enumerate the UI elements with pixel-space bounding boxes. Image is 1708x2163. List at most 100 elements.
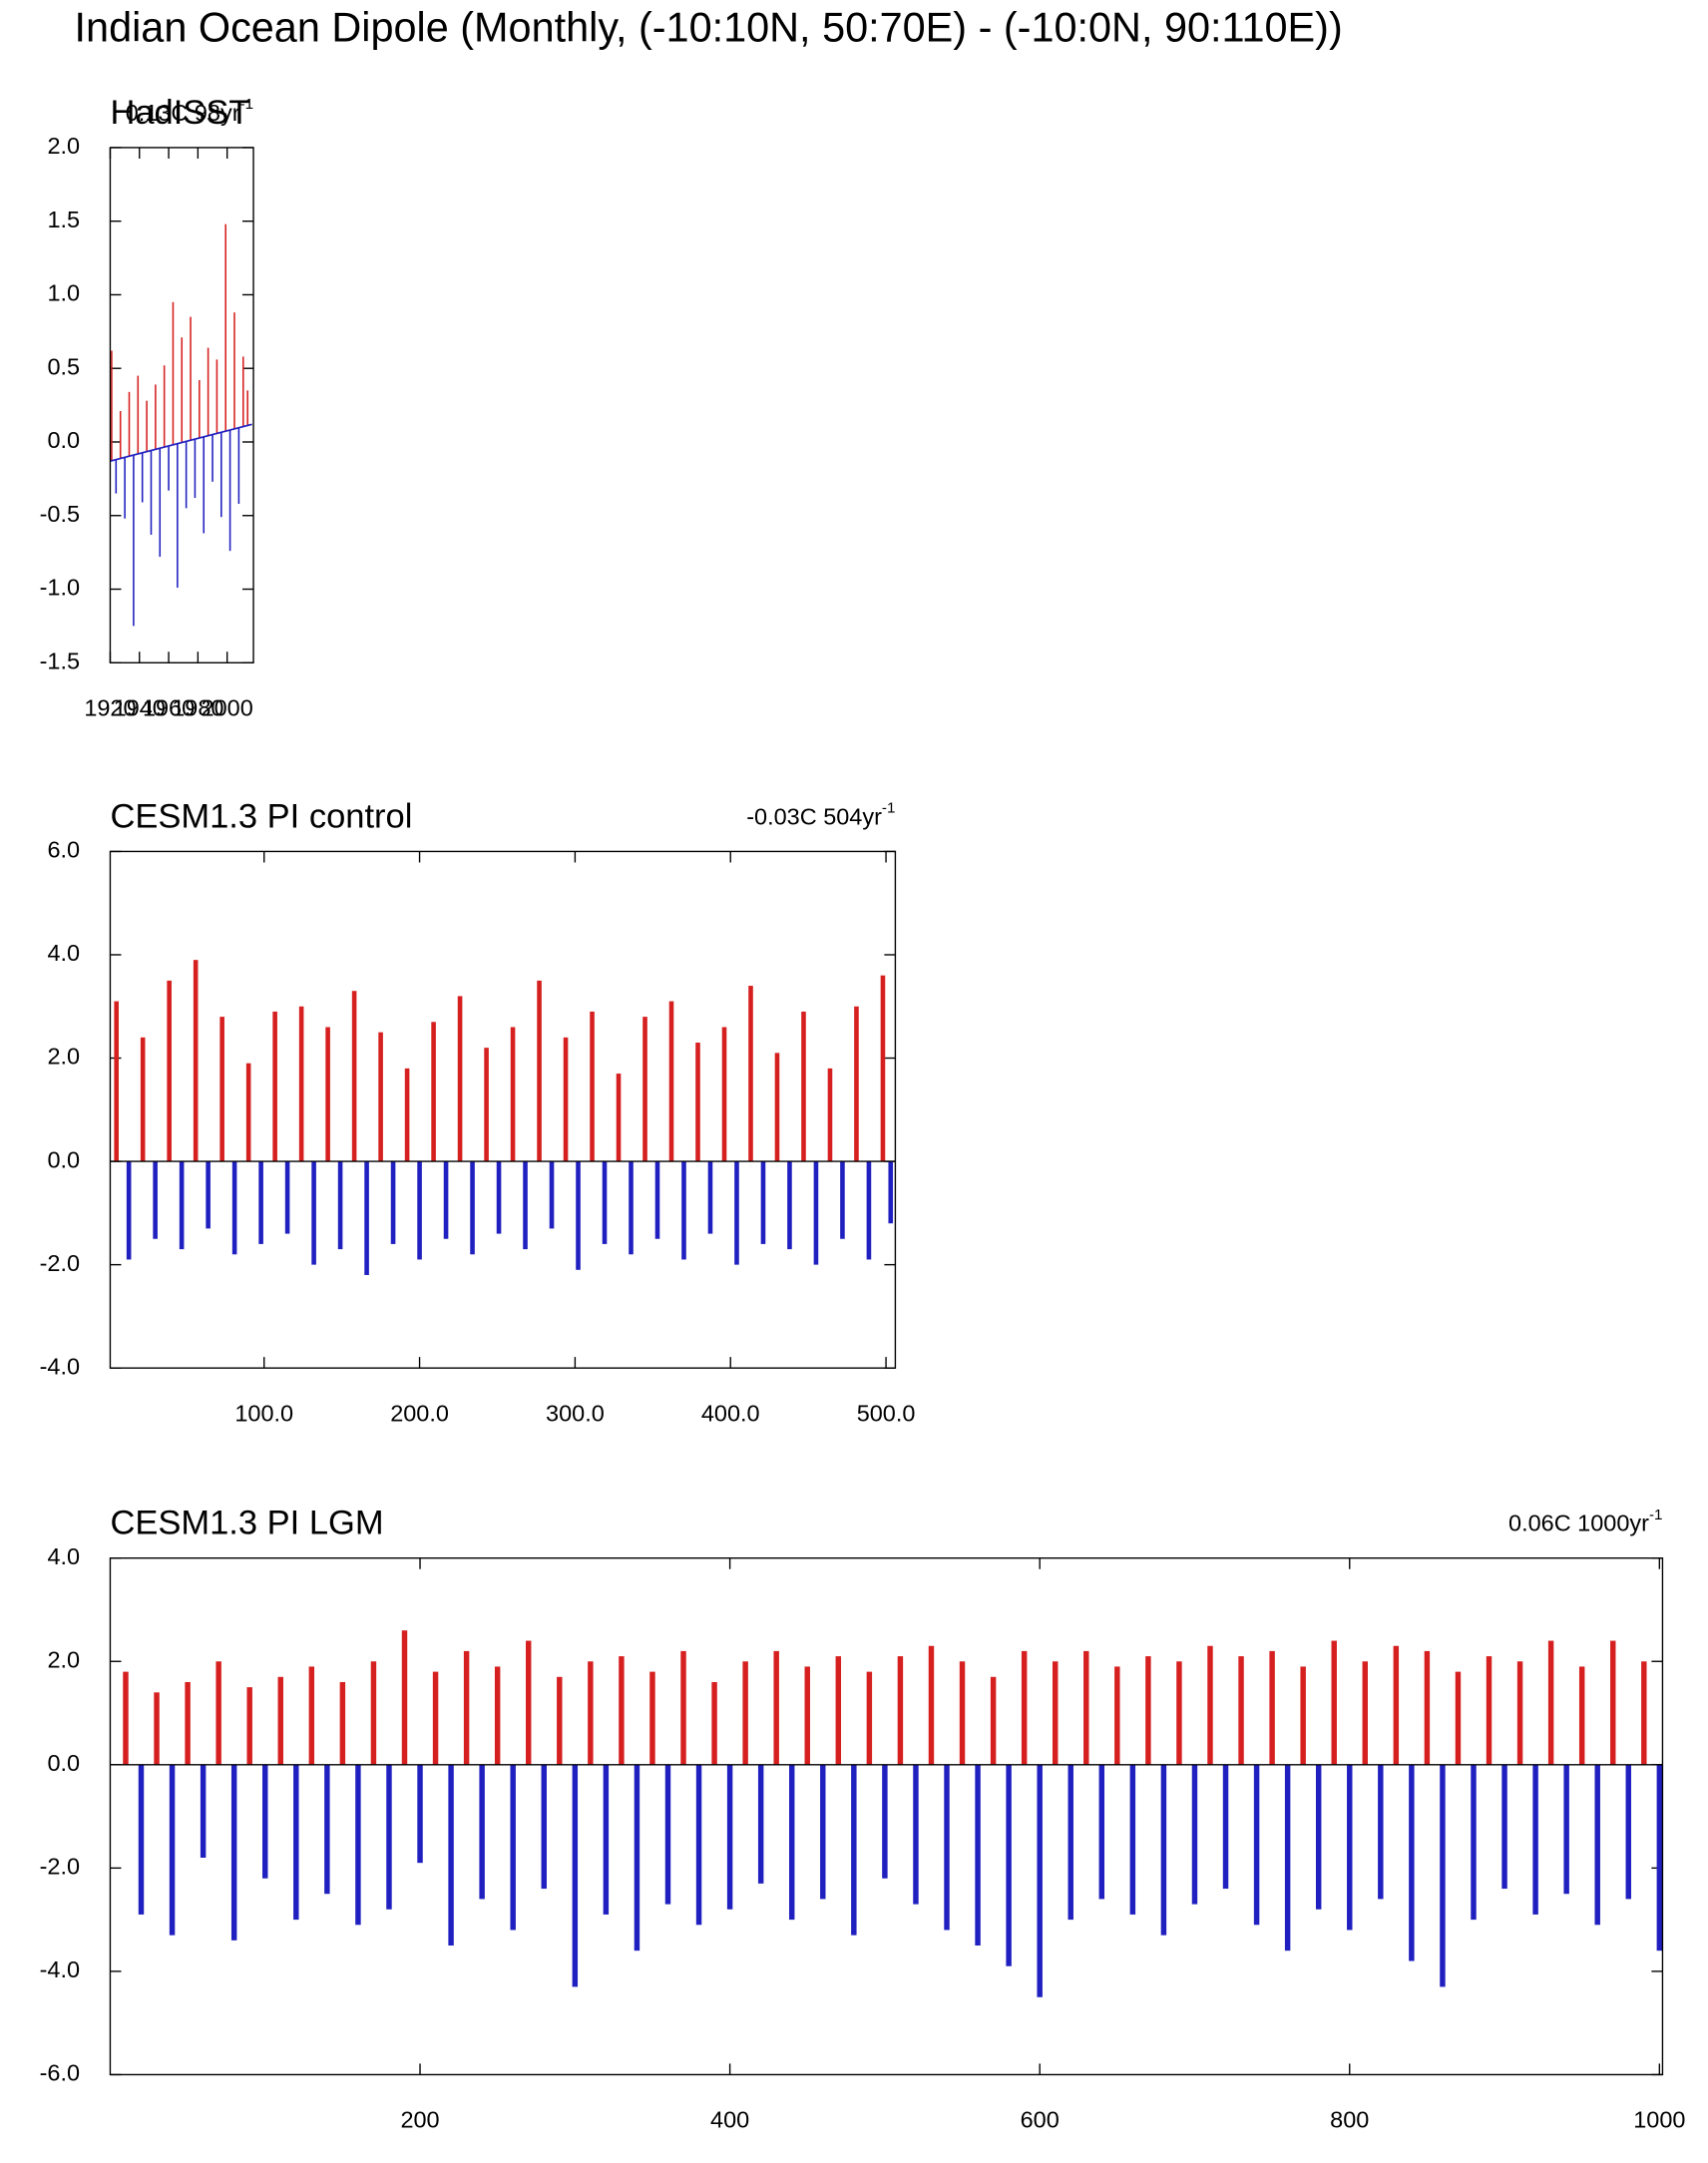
bar: [443, 1161, 449, 1239]
bar: [774, 1053, 780, 1162]
y-tick-label: -0.5: [40, 501, 80, 527]
bar: [212, 434, 214, 482]
bar: [1114, 1666, 1120, 1765]
bar: [150, 450, 153, 535]
x-tick-label: 100.0: [234, 1400, 293, 1426]
x-tick-label: 400: [710, 2107, 749, 2133]
y-tick-label: 1.0: [47, 280, 80, 306]
bar: [154, 1692, 160, 1765]
x-tick-label: 1940: [114, 694, 166, 720]
bar: [228, 429, 231, 552]
x-tick-label: 200: [400, 2107, 439, 2133]
bar: [325, 1027, 330, 1162]
bar: [619, 1656, 625, 1765]
bar: [185, 441, 188, 509]
bar: [1501, 1764, 1507, 1890]
bar: [880, 975, 886, 1162]
bar: [114, 1001, 119, 1162]
bar: [1331, 1640, 1337, 1765]
bar: [146, 400, 148, 452]
bar: [510, 1764, 516, 1931]
bar: [734, 1161, 739, 1265]
bar: [711, 1681, 717, 1765]
trend-line: [110, 423, 252, 462]
x-tick-label: 400.0: [701, 1400, 760, 1426]
y-tick-label: 0.5: [47, 353, 80, 379]
bar: [324, 1764, 330, 1895]
bar: [897, 1656, 904, 1765]
bar: [1068, 1764, 1073, 1921]
bar: [1083, 1650, 1089, 1765]
bar: [215, 359, 218, 434]
bar: [159, 448, 162, 558]
y-tick-label: 0.0: [47, 1146, 80, 1172]
bar: [913, 1764, 919, 1905]
bar: [177, 443, 179, 589]
bar: [138, 1764, 145, 1915]
bar: [773, 1650, 779, 1765]
bar: [190, 316, 192, 441]
y-tick-label: 2.0: [47, 1044, 80, 1070]
bar: [788, 1764, 795, 1921]
y-tick-label: 6.0: [47, 837, 80, 863]
plot-frame: [109, 850, 897, 1369]
bar: [193, 960, 199, 1162]
bar: [140, 1037, 146, 1162]
bar: [537, 980, 542, 1162]
bar: [272, 1011, 277, 1162]
bar: [1207, 1645, 1213, 1765]
bar: [179, 1161, 185, 1250]
y-tick-label: -6.0: [40, 2060, 80, 2086]
bar: [241, 356, 244, 427]
y-tick-label: -4.0: [40, 1956, 80, 1982]
bar: [1455, 1671, 1462, 1765]
bar: [431, 1022, 436, 1162]
bar: [448, 1764, 454, 1947]
bar: [1362, 1661, 1369, 1765]
bar: [337, 1161, 343, 1250]
bar: [801, 1011, 806, 1162]
bar: [457, 996, 463, 1162]
bar: [199, 380, 201, 438]
bar: [629, 1161, 634, 1255]
bar: [133, 455, 135, 627]
bar: [463, 1650, 470, 1765]
bar: [827, 1068, 833, 1162]
bar: [1037, 1764, 1043, 1997]
bar: [1532, 1764, 1538, 1915]
y-tick-label: -1.0: [40, 575, 80, 601]
bar: [654, 1161, 660, 1239]
bar: [496, 1161, 502, 1234]
y-tick-label: 0.0: [47, 1750, 80, 1776]
bar: [721, 1027, 727, 1162]
y-tick-label: 2.0: [47, 133, 80, 159]
bar: [123, 1671, 129, 1765]
x-tick-label: 1980: [172, 694, 223, 720]
bar: [590, 1011, 595, 1162]
bar: [1222, 1764, 1229, 1890]
bar: [246, 390, 248, 426]
panel-title: HadISST: [110, 94, 249, 132]
annotation: 0.13C 98yr-1: [126, 96, 253, 126]
bar: [220, 432, 222, 518]
bar: [1269, 1650, 1275, 1765]
bar: [479, 1764, 485, 1900]
bar: [820, 1764, 826, 1900]
bar: [364, 1161, 369, 1275]
y-tick-label: 4.0: [47, 1543, 80, 1569]
bar: [355, 1764, 361, 1926]
bar: [401, 1630, 408, 1765]
bar: [1486, 1656, 1493, 1765]
bar: [928, 1645, 935, 1765]
bar: [245, 1063, 251, 1162]
bar: [1516, 1661, 1523, 1765]
plot-frame: [109, 1557, 1664, 2076]
bar: [603, 1764, 610, 1915]
bar: [1006, 1764, 1012, 1966]
bar: [634, 1764, 640, 1951]
bar: [1176, 1661, 1182, 1765]
y-tick-label: 4.0: [47, 940, 80, 966]
bar: [1129, 1764, 1136, 1915]
bar: [378, 1032, 383, 1162]
